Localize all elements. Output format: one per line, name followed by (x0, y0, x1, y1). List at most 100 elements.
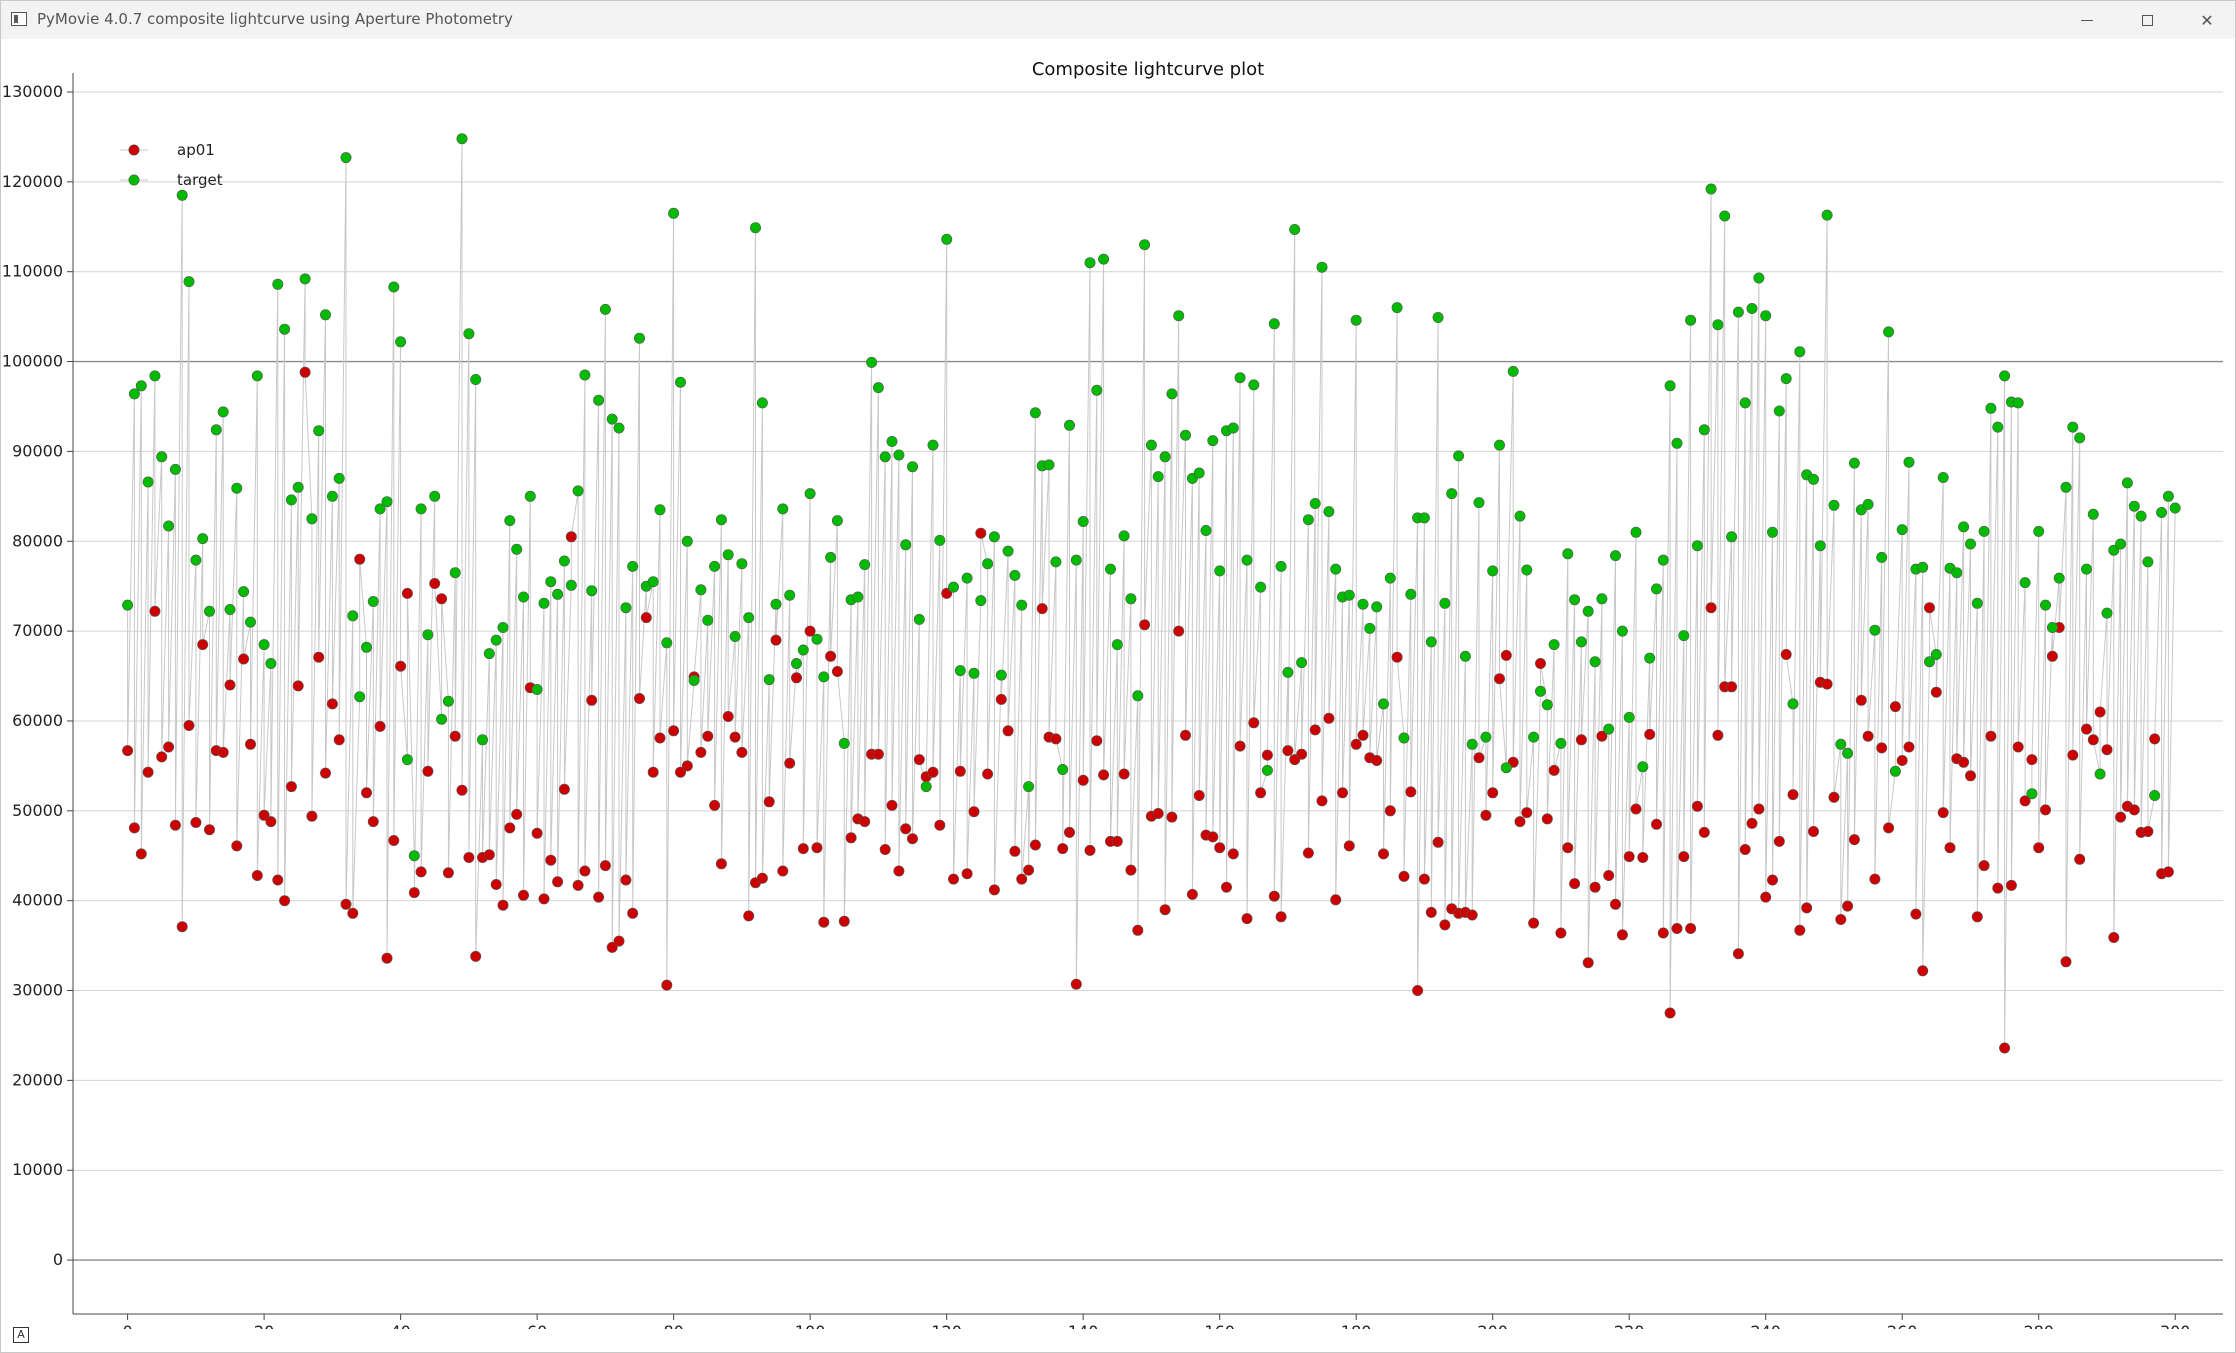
title-bar[interactable]: PyMovie 4.0.7 composite lightcurve using… (1, 1, 2235, 40)
lightcurve-chart[interactable]: 0 10000 20000 30000 40000 50000 60000 70000 8000… (1, 39, 2235, 1329)
point-ap01 (1343, 840, 1355, 852)
point-target (1767, 526, 1779, 538)
point-target (217, 406, 229, 418)
maximize-button[interactable] (2117, 1, 2177, 39)
point-target (811, 633, 823, 645)
point-target (470, 373, 482, 385)
point-target (1569, 594, 1581, 606)
close-button[interactable]: ✕ (2177, 1, 2236, 39)
point-ap01 (1118, 768, 1130, 780)
point-ap01 (893, 865, 905, 877)
point-ap01 (538, 893, 550, 905)
point-ap01 (442, 867, 454, 879)
point-target (299, 273, 311, 285)
minimize-button[interactable] (2057, 1, 2117, 39)
point-ap01 (1705, 602, 1717, 614)
point-target (654, 504, 666, 516)
point-target (524, 490, 536, 502)
x-tick-label: 180 (1341, 1322, 1372, 1329)
point-target (2060, 481, 2072, 493)
point-target (1494, 439, 1506, 451)
point-target (1746, 302, 1758, 314)
point-target (1651, 583, 1663, 595)
maximize-icon (2141, 14, 2153, 26)
point-ap01 (988, 884, 1000, 896)
grid (73, 91, 2223, 1261)
point-ap01 (1261, 749, 1273, 761)
point-ap01 (627, 907, 639, 919)
point-target (374, 503, 386, 515)
point-target (1132, 690, 1144, 702)
point-target (1521, 564, 1533, 576)
point-target (1603, 723, 1615, 735)
point-ap01 (777, 865, 789, 877)
point-ap01 (845, 832, 857, 844)
x-tick-label: 120 (931, 1322, 962, 1329)
point-target (1794, 346, 1806, 358)
point-ap01 (1166, 811, 1178, 823)
point-target (1466, 738, 1478, 750)
point-target (866, 356, 878, 368)
point-target (1111, 639, 1123, 651)
point-ap01 (1487, 787, 1499, 799)
point-ap01 (1029, 839, 1041, 851)
point-target (1896, 524, 1908, 536)
point-ap01 (1848, 834, 1860, 846)
point-target (1050, 556, 1062, 568)
point-ap01 (1644, 728, 1656, 740)
point-ap01 (1132, 924, 1144, 936)
point-ap01 (1678, 851, 1690, 863)
x-tick-label: 200 (1477, 1322, 1508, 1329)
point-ap01 (2026, 754, 2038, 766)
point-target (1965, 538, 1977, 550)
point-ap01 (784, 757, 796, 769)
point-target (770, 598, 782, 610)
point-target (1241, 554, 1253, 566)
point-target (245, 616, 257, 628)
point-target (1500, 762, 1512, 774)
point-ap01 (900, 823, 912, 835)
point-ap01 (1384, 805, 1396, 817)
x-tick-label: 240 (1750, 1322, 1781, 1329)
point-ap01 (429, 577, 441, 589)
point-target (476, 734, 488, 746)
point-ap01 (709, 799, 721, 811)
point-target (1848, 457, 1860, 469)
point-target (408, 850, 420, 862)
point-target (1958, 521, 1970, 533)
point-target (1808, 473, 1820, 485)
y-tick-label: 60000 (12, 711, 63, 730)
x-tick-label: 100 (795, 1322, 826, 1329)
point-ap01 (183, 719, 195, 731)
point-target (1828, 499, 1840, 511)
point-target (1644, 652, 1656, 664)
point-target (2101, 607, 2113, 619)
corner-badge[interactable]: A (13, 1327, 29, 1343)
point-target (1084, 257, 1096, 269)
point-target (1343, 589, 1355, 601)
point-target (1118, 530, 1130, 542)
point-target (1999, 370, 2011, 382)
point-ap01 (1712, 729, 1724, 741)
point-target (838, 737, 850, 749)
point-ap01 (982, 768, 994, 780)
point-ap01 (647, 766, 659, 778)
point-ap01 (2142, 825, 2154, 837)
point-ap01 (1541, 813, 1553, 825)
point-ap01 (1418, 873, 1430, 885)
point-ap01 (1698, 826, 1710, 838)
point-ap01 (319, 767, 331, 779)
point-target (135, 380, 147, 392)
y-tick-label: 30000 (12, 981, 63, 1000)
point-ap01 (1651, 818, 1663, 830)
point-target (1125, 593, 1137, 605)
point-ap01 (654, 732, 666, 744)
point-target (1398, 732, 1410, 744)
point-ap01 (913, 754, 925, 766)
point-target (947, 581, 959, 593)
point-target (1610, 550, 1622, 562)
point-target (1992, 421, 2004, 433)
point-ap01 (1296, 748, 1308, 760)
point-target (511, 543, 523, 555)
point-target (859, 559, 871, 571)
